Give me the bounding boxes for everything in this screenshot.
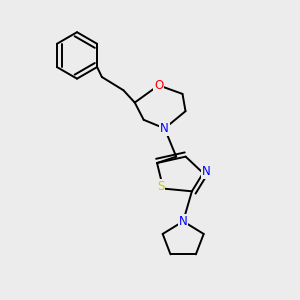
Text: O: O <box>154 79 163 92</box>
Text: S: S <box>157 180 164 194</box>
Text: N: N <box>160 122 169 135</box>
Text: N: N <box>179 215 188 228</box>
Text: N: N <box>202 165 211 178</box>
